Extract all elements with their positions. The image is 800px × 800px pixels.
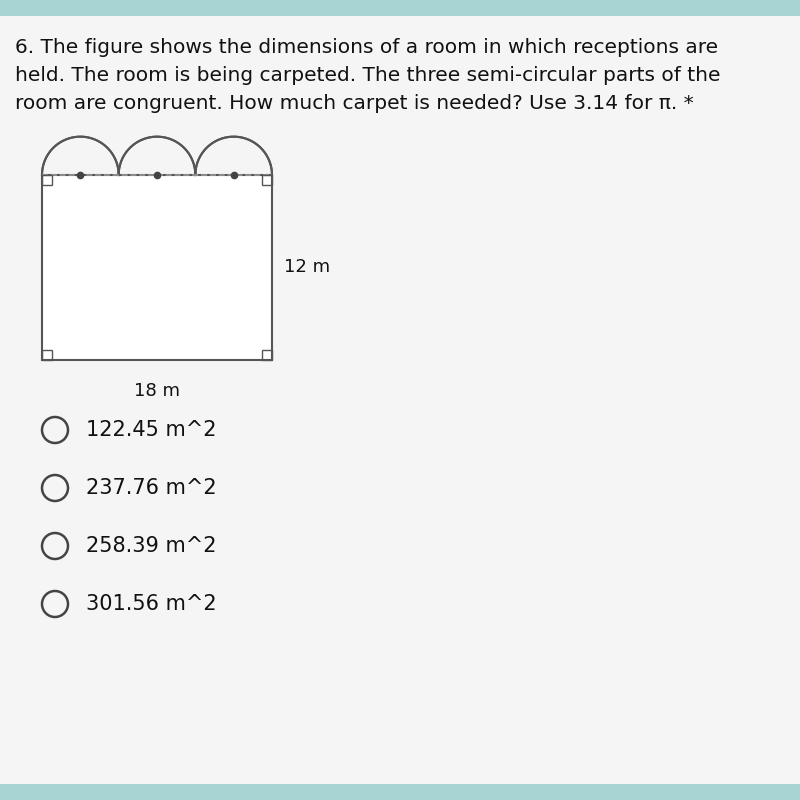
Bar: [42, 175, 272, 360]
Text: held. The room is being carpeted. The three semi-circular parts of the: held. The room is being carpeted. The th…: [15, 66, 721, 85]
Text: 258.39 m^2: 258.39 m^2: [86, 536, 217, 556]
Text: room are congruent. How much carpet is needed? Use 3.14 for π. *: room are congruent. How much carpet is n…: [15, 94, 694, 113]
Polygon shape: [118, 137, 195, 175]
Bar: [262, 175, 272, 185]
Text: 122.45 m^2: 122.45 m^2: [86, 420, 217, 440]
Circle shape: [42, 591, 68, 617]
Circle shape: [42, 417, 68, 443]
Text: 301.56 m^2: 301.56 m^2: [86, 594, 217, 614]
Polygon shape: [195, 137, 272, 175]
Bar: [42, 350, 52, 360]
Bar: [0, 784, 800, 800]
Text: 18 m: 18 m: [134, 382, 180, 400]
Text: 6. The figure shows the dimensions of a room in which receptions are: 6. The figure shows the dimensions of a …: [15, 38, 718, 57]
Bar: [262, 350, 272, 360]
Bar: [42, 175, 52, 185]
Circle shape: [42, 475, 68, 501]
Circle shape: [42, 533, 68, 559]
Text: 12 m: 12 m: [284, 258, 330, 277]
Text: 237.76 m^2: 237.76 m^2: [86, 478, 217, 498]
Polygon shape: [42, 137, 118, 175]
Bar: [0, 0, 800, 16]
